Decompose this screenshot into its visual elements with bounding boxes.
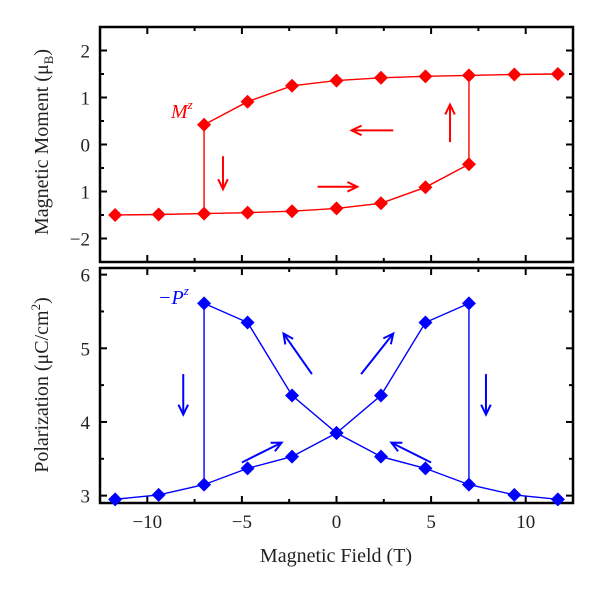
- direction-arrow: [360, 332, 395, 375]
- y-tick-label: 5: [81, 339, 91, 360]
- data-point: [461, 296, 476, 311]
- y-tick-label: 1: [81, 183, 91, 204]
- data-point: [108, 208, 123, 222]
- direction-arrow: [241, 441, 283, 464]
- arrow-head: [382, 331, 395, 345]
- data-point: [240, 205, 255, 220]
- data-point: [373, 196, 388, 211]
- data-point: [373, 449, 388, 464]
- data-point: [285, 388, 300, 403]
- y-tick-label: 2: [81, 42, 91, 63]
- bottom-ylabel: Polarization (μC/cm2): [28, 297, 53, 473]
- data-point: [329, 426, 344, 441]
- data-point: [285, 78, 300, 93]
- data-point: [151, 487, 166, 502]
- data-point: [418, 69, 433, 84]
- data-point: [197, 477, 212, 492]
- series-label-mz: Mz: [170, 97, 193, 123]
- data-point: [418, 315, 433, 330]
- y-tick-label: 4: [81, 413, 91, 434]
- x-tick-label: −5: [232, 512, 252, 533]
- x-tick-label: 0: [332, 512, 342, 533]
- y-tick-label: 3: [81, 487, 91, 508]
- top-panel: 2 1 0 1 −2: [70, 25, 575, 264]
- data-point: [418, 461, 433, 476]
- data-point: [418, 180, 433, 195]
- data-point: [461, 477, 476, 492]
- data-point: [329, 201, 344, 216]
- x-tick-label: 10: [516, 512, 535, 533]
- data-point: [285, 449, 300, 464]
- arrow-head: [217, 178, 229, 192]
- top-ylabel: Magnetic Moment (μB): [31, 49, 56, 235]
- arrow-head: [177, 404, 189, 417]
- data-point: [240, 461, 255, 476]
- data-point: [197, 117, 212, 132]
- data-point: [550, 67, 565, 81]
- x-tick-label: 5: [426, 512, 436, 533]
- arrow-head: [346, 181, 360, 193]
- arrow-head: [480, 404, 492, 417]
- direction-arrow: [282, 332, 313, 375]
- data-point: [108, 492, 123, 507]
- data-point: [373, 388, 388, 403]
- series-label-pz: −Pz: [158, 283, 189, 309]
- plot-frame: [98, 25, 575, 264]
- y-tick-label: 0: [81, 136, 91, 157]
- arrow-head: [444, 102, 456, 115]
- data-point: [151, 207, 166, 222]
- arrow-head: [389, 441, 403, 452]
- arrow-head: [282, 331, 294, 345]
- data-point: [507, 67, 522, 82]
- y-tick-label: −2: [70, 230, 90, 251]
- data-point: [507, 487, 522, 502]
- arrow-head: [349, 124, 362, 137]
- data-point: [240, 315, 255, 330]
- bottom-panel: 6 5 4 3 −10 −5 0 5 10: [81, 266, 575, 533]
- data-point: [461, 157, 476, 172]
- data-point: [240, 94, 255, 109]
- y-tick-label: 1: [81, 89, 91, 110]
- data-point: [461, 68, 476, 83]
- y-tick-label: 6: [81, 266, 91, 287]
- x-axis-title: Magnetic Field (T): [260, 545, 412, 567]
- x-tick-label: −10: [132, 512, 162, 533]
- data-point: [329, 73, 344, 88]
- arrow-head: [270, 441, 284, 452]
- data-point: [550, 492, 565, 507]
- data-point: [373, 70, 388, 85]
- data-point: [197, 206, 212, 221]
- data-point: [285, 204, 300, 219]
- data-point: [197, 296, 212, 311]
- direction-arrow: [390, 441, 432, 464]
